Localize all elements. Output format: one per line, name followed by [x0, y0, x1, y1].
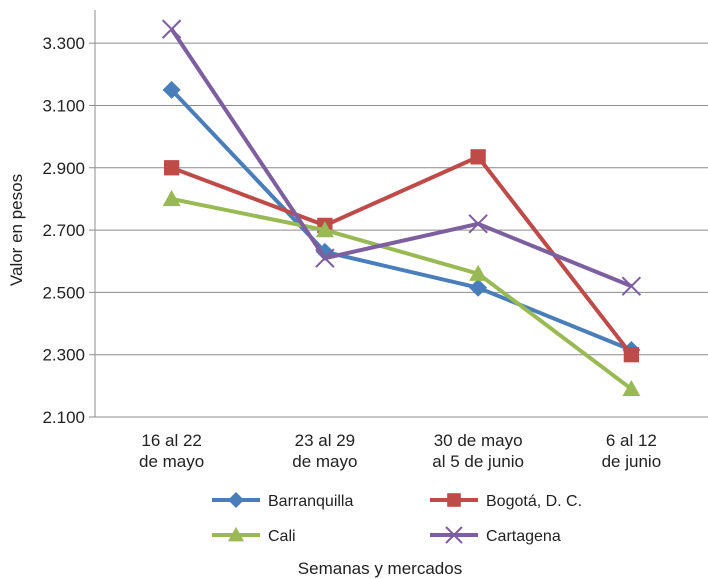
data-point: [228, 527, 244, 542]
y-tick-label: 2.500: [42, 283, 85, 302]
legend-item: Bogotá, D. C.: [430, 493, 582, 510]
legend-label: Barranquilla: [268, 493, 353, 510]
y-axis-label: Valor en pesos: [7, 174, 26, 286]
series-line: [170, 154, 633, 356]
series-bogot-d-c: [163, 149, 640, 363]
data-point: [623, 347, 640, 363]
x-tick-labels: 16 al 22 de mayo 23 al 29 de mayo 30 de mayo…: [139, 431, 661, 471]
y-tick-label: 2.900: [42, 159, 85, 178]
x-tick-label: 16 al 22 de mayo: [139, 431, 204, 471]
series-line: [169, 28, 633, 289]
data-point: [162, 189, 181, 207]
data-point: [469, 264, 488, 281]
data-point: [622, 379, 641, 397]
legend-item: Cali: [212, 527, 296, 545]
legend-label: Cartagena: [486, 528, 561, 545]
x-axis-label: Semanas y mercados: [298, 559, 462, 578]
data-point: [469, 278, 488, 297]
data-point: [470, 149, 486, 165]
data-point: [162, 80, 181, 99]
data-point: [315, 221, 334, 238]
y-tick-label: 2.300: [42, 346, 85, 365]
data-point: [621, 276, 642, 296]
grid-lines: [89, 42, 708, 418]
legend-label: Cali: [268, 528, 296, 545]
x-tick-label: 23 al 29 de mayo: [292, 431, 357, 471]
series-cartagena: [161, 19, 642, 296]
y-tick-label: 2.100: [42, 408, 85, 427]
y-tick-label: 2.700: [42, 221, 85, 240]
legend: Barranquilla Bogotá, D. C. Cali Cartagena: [212, 492, 582, 545]
x-tick-label: 30 de mayo al 5 de junio: [432, 431, 524, 471]
data-point: [445, 526, 463, 544]
series-line: [170, 88, 633, 352]
y-tick-label: 3.300: [42, 34, 85, 53]
y-tick-labels: 2.100 2.300 2.500 2.700 2.900 3.100 3.300: [42, 34, 85, 427]
data-point: [315, 248, 335, 268]
series-barranquilla: [162, 80, 641, 360]
series-line: [171, 196, 633, 391]
data-point: [161, 19, 182, 39]
y-tick-label: 3.100: [42, 96, 85, 115]
data-point: [228, 492, 244, 508]
series-cali: [162, 189, 641, 397]
legend-item: Cartagena: [430, 526, 561, 545]
legend-label: Bogotá, D. C.: [486, 493, 582, 510]
legend-item: Barranquilla: [212, 492, 353, 510]
data-point: [447, 493, 461, 507]
series-group: [161, 19, 642, 397]
data-point: [468, 214, 488, 234]
data-point: [163, 160, 180, 176]
x-tick-label: 6 al 12 de junio: [602, 431, 662, 471]
